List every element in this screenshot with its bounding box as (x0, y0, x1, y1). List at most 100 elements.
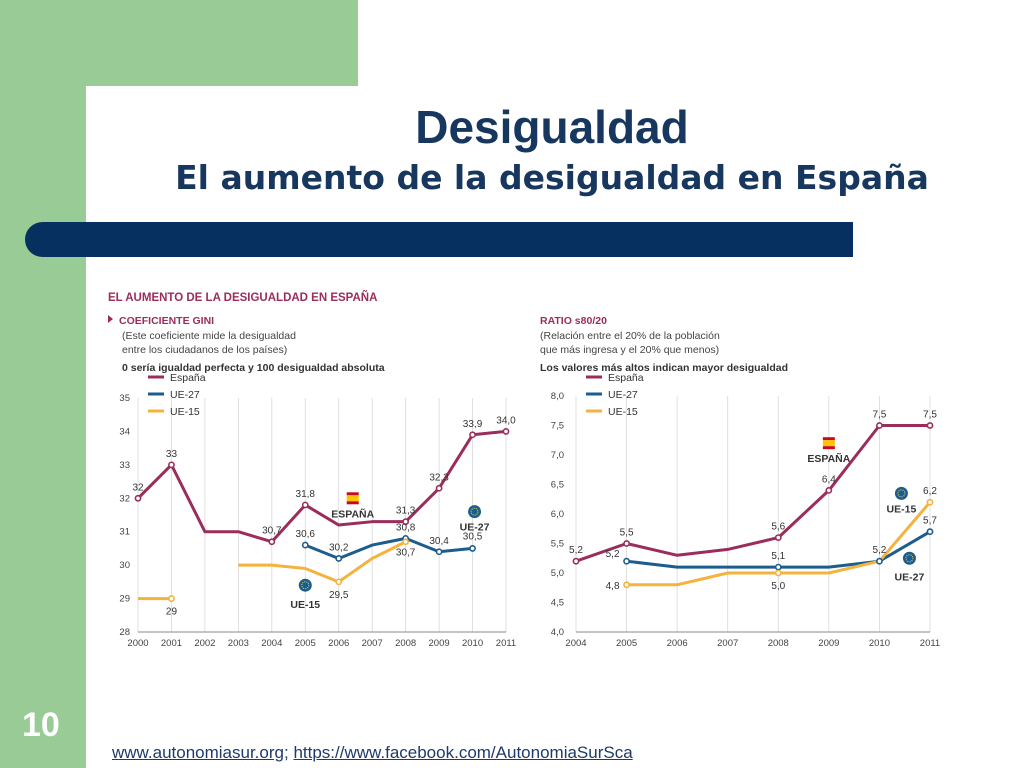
data-point (301, 541, 309, 549)
flag-spain-icon-stripe-mid (346, 495, 359, 502)
data-point (926, 498, 934, 506)
x-tick-label: 2005 (295, 638, 316, 649)
data-point (825, 486, 833, 494)
data-label: 5,2 (569, 545, 583, 556)
data-label: 34,0 (496, 415, 516, 426)
y-tick-label: 30 (119, 560, 130, 571)
chart-bold-note: 0 sería igualdad perfecta y 100 desigual… (122, 362, 385, 374)
x-tick-label: 2007 (717, 638, 738, 649)
chart-note-line: (Relación entre el 20% de la población (540, 330, 720, 342)
eu-stars-icon (897, 489, 906, 498)
x-tick-label: 2002 (194, 638, 215, 649)
data-label: 5,0 (771, 581, 785, 592)
flag-spain-icon-stripe-top (346, 492, 359, 496)
x-tick-label: 2010 (462, 638, 483, 649)
data-point (168, 595, 175, 602)
flag-spain-icon-stripe-bottom (346, 501, 359, 505)
data-label: 5,5 (620, 528, 634, 539)
x-tick-label: 2007 (362, 638, 383, 649)
content-corner (86, 86, 206, 206)
eu-flag-icon (468, 505, 482, 519)
x-tick-label: 2003 (228, 638, 249, 649)
data-label: 6,4 (822, 474, 836, 485)
footer-link-website[interactable]: www.autonomiasur.org (112, 743, 284, 762)
annotation-ue27: UE-27 (895, 571, 925, 583)
data-point (469, 545, 476, 552)
data-point (876, 557, 883, 565)
data-point (623, 540, 630, 547)
data-point (623, 581, 630, 589)
data-label: 5,2 (872, 545, 886, 556)
y-tick-label: 32 (119, 493, 130, 504)
eu-stars-icon (301, 581, 310, 590)
slide-subtitle: El aumento de la desigualdad en España (175, 158, 929, 197)
x-tick-label: 2010 (869, 638, 890, 649)
eu-flag-icon (298, 578, 312, 592)
data-label: 5,2 (606, 549, 620, 560)
annotation-ue27: UE-27 (460, 522, 490, 534)
y-tick-label: 29 (119, 594, 130, 605)
figure-title: EL AUMENTO DE LA DESIGUALDAD EN ESPAÑA (108, 291, 377, 304)
data-label: 5,6 (771, 522, 785, 533)
x-tick-label: 2008 (768, 638, 789, 649)
x-tick-label: 2005 (616, 638, 637, 649)
eu-stars-icon (905, 554, 914, 563)
data-point (335, 555, 343, 562)
chart-note-line: entre los ciudadanos de los países) (122, 344, 287, 356)
green-side-band (0, 0, 86, 768)
data-point (774, 534, 782, 541)
annotation-espana: ESPAÑA (807, 452, 850, 465)
x-tick-label: 2004 (261, 638, 282, 649)
x-tick-label: 2011 (496, 638, 516, 649)
data-point (168, 461, 175, 469)
series-line-espa-a (136, 429, 507, 544)
slide-title: Desigualdad (415, 101, 689, 153)
data-label: 4,8 (606, 581, 620, 592)
data-label: 7,5 (872, 410, 886, 421)
chart-note-line: que más ingresa y el 20% que menos) (540, 344, 719, 356)
annotation-ue15: UE-15 (290, 599, 320, 611)
data-label: 32,3 (429, 472, 449, 483)
y-tick-label: 7,5 (551, 421, 564, 432)
data-point (469, 431, 476, 439)
y-tick-label: 31 (119, 527, 130, 538)
series-line-espa-a (575, 424, 930, 563)
annotation-ue15: UE-15 (887, 503, 917, 515)
x-tick-label: 2009 (429, 638, 450, 649)
data-point (926, 422, 934, 429)
x-tick-label: 2006 (328, 638, 349, 649)
series-line-ue-15 (238, 540, 407, 584)
data-label: 5,7 (923, 516, 937, 527)
footer-links: www.autonomiasur.org; https://www.facebo… (112, 743, 633, 763)
footer-link-facebook[interactable]: https://www.facebook.com/AutonomiaSurSca (293, 743, 633, 762)
chart-heading: COEFICIENTE GINI (119, 315, 214, 327)
flag-spain-icon-stripe-top (822, 437, 835, 441)
eu-stars-icon (470, 507, 479, 516)
data-point (623, 557, 630, 565)
slide-number: 10 (22, 706, 60, 744)
data-label: 30,2 (329, 542, 349, 553)
chart-heading: RATIO s80/20 (540, 315, 607, 327)
data-point (268, 538, 276, 546)
data-label: 5,1 (771, 551, 785, 562)
y-tick-label: 4,0 (551, 627, 564, 638)
y-tick-label: 28 (119, 627, 130, 638)
eu-flag-icon (902, 551, 916, 565)
data-label: 7,5 (923, 410, 937, 421)
data-point (926, 528, 934, 536)
y-tick-label: 5,5 (551, 539, 564, 550)
legend-label: UE-27 (170, 389, 200, 401)
x-tick-label: 2004 (565, 638, 586, 649)
charts-figure: EL AUMENTO DE LA DESIGUALDAD EN ESPAÑA CO… (108, 291, 940, 649)
data-point (876, 422, 883, 429)
legend-label: España (608, 372, 644, 384)
legend-label: UE-15 (170, 406, 200, 418)
data-label: 31,8 (296, 489, 316, 500)
data-label: 32 (132, 482, 144, 493)
data-point (774, 569, 782, 577)
data-label: 29,5 (329, 590, 349, 601)
data-label: 30,8 (396, 522, 416, 533)
data-label: 30,7 (396, 548, 416, 559)
y-tick-label: 6,0 (551, 509, 564, 520)
series-line-ue-27 (304, 536, 473, 560)
